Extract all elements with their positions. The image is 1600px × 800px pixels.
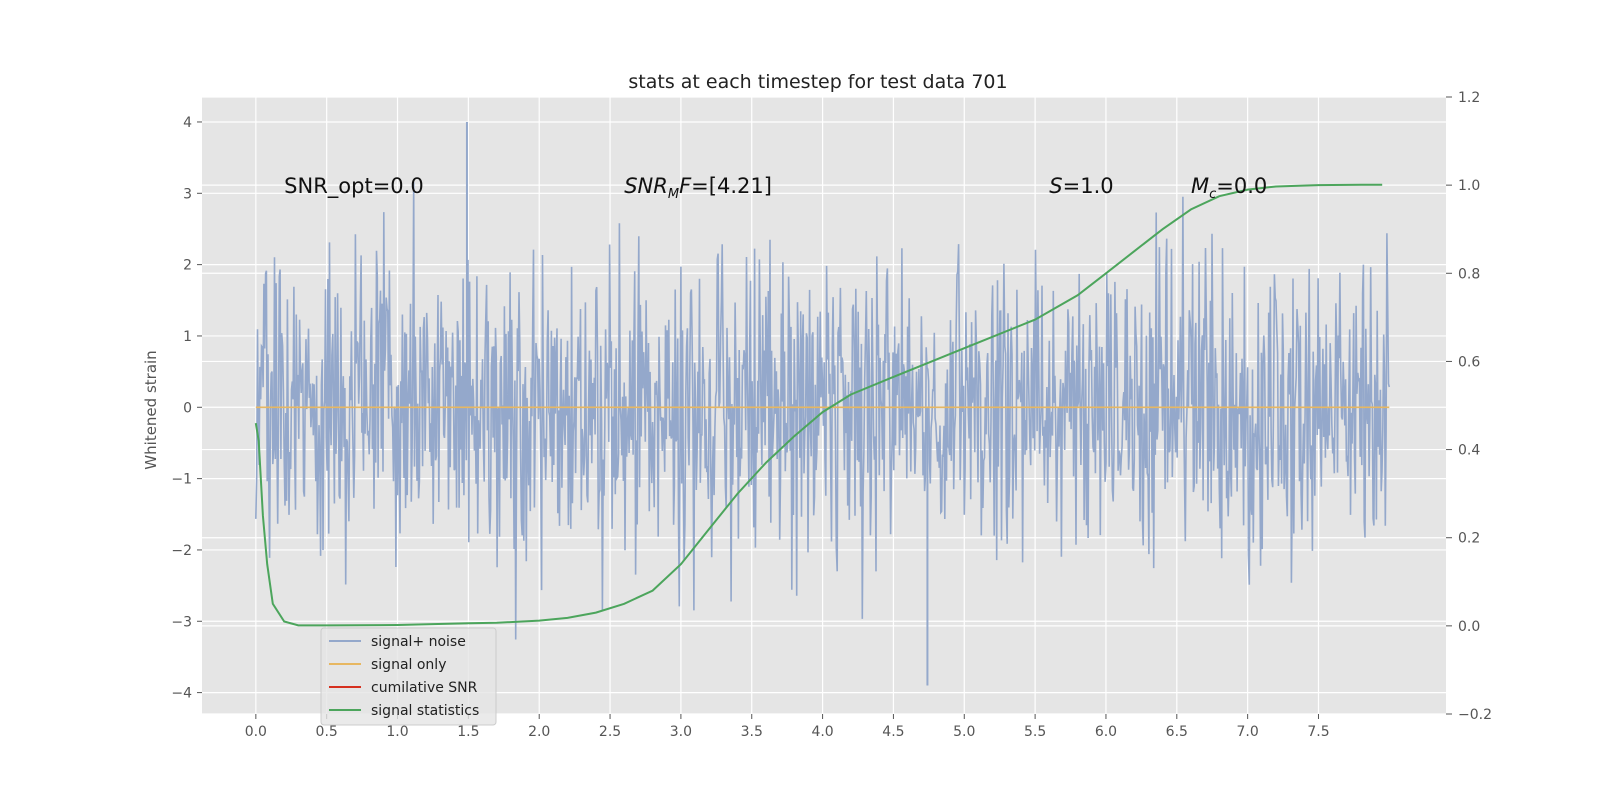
series-signal-noise (255, 121, 1391, 686)
x-tick-label: 3.5 (741, 724, 763, 740)
y-tick-label: 4 (183, 115, 192, 131)
y-axis-left: −4 −3 −2 −1 0 1 2 3 4 (171, 115, 202, 702)
x-tick-label: 7.0 (1237, 724, 1259, 740)
x-tick-label: 4.5 (882, 724, 904, 740)
y2-tick-label: 0.2 (1458, 531, 1480, 547)
x-tick-label: 4.0 (811, 724, 833, 740)
x-tick-label: 5.0 (953, 724, 975, 740)
annotation-s: S=1.0 (1049, 174, 1113, 198)
y-tick-label: −2 (171, 543, 192, 559)
x-tick-label: 0.5 (316, 724, 338, 740)
legend-box (320, 627, 497, 726)
x-tick-label: 2.5 (599, 724, 621, 740)
series-signal-statistics (254, 183, 1383, 627)
y-axis-right: −0.2 0.0 0.2 0.4 0.6 0.8 1.0 1.2 (1446, 90, 1492, 723)
y2-tick-label: −0.2 (1458, 707, 1492, 723)
y2-tick-label: 1.0 (1458, 178, 1480, 194)
y-tick-label: 0 (183, 400, 192, 416)
x-tick-label: 6.0 (1095, 724, 1117, 740)
x-tick-label: 0.0 (245, 724, 267, 740)
y-tick-label: −3 (171, 614, 192, 630)
signal-statistics-line (254, 183, 1383, 627)
legend-label: cumilative SNR (371, 680, 478, 696)
x-tick-label: 5.5 (1024, 724, 1046, 740)
legend-label: signal statistics (371, 703, 479, 719)
y2-tick-label: 0.6 (1458, 354, 1480, 370)
x-tick-label: 1.5 (457, 724, 479, 740)
noise-line (255, 182, 1391, 640)
x-tick-label: 7.5 (1307, 724, 1329, 740)
x-tick-label: 2.0 (528, 724, 550, 740)
annotations: SNR_opt=0.0 SNRMF=[4.21] S=1.0 Mc=0.0 (284, 174, 1267, 202)
x-tick-label: 3.0 (670, 724, 692, 740)
x-tick-label: 6.5 (1166, 724, 1188, 740)
x-axis: 0.0 0.5 1.0 1.5 2.0 2.5 3.0 3.5 4.0 4.5 5.0 5.5 6.0 6… (245, 714, 1330, 740)
legend-label: signal only (371, 657, 446, 673)
y-tick-label: −1 (171, 472, 192, 488)
y-tick-label: 1 (183, 329, 192, 345)
y-tick-label: 2 (183, 258, 192, 274)
annotation-mc: Mc=0.0 (1191, 174, 1267, 202)
y-tick-label: 3 (183, 186, 192, 202)
legend: signal+ noise signal only cumilative SNR si… (320, 627, 497, 726)
legend-label: signal+ noise (371, 634, 466, 650)
chart-title: stats at each timestep for test data 701 (628, 71, 1007, 93)
y2-tick-label: 0.8 (1458, 266, 1480, 282)
y2-tick-label: 1.2 (1458, 90, 1480, 106)
y-axis-label: Whitened strain (142, 350, 160, 469)
y2-tick-label: 0.0 (1458, 619, 1480, 635)
annotation-snr-mf: SNRMF=[4.21] (624, 174, 772, 202)
annotation-snr-opt: SNR_opt=0.0 (284, 174, 424, 199)
x-tick-label: 1.0 (386, 724, 408, 740)
y2-tick-label: 0.4 (1458, 443, 1480, 459)
y-tick-label: −4 (171, 686, 192, 702)
